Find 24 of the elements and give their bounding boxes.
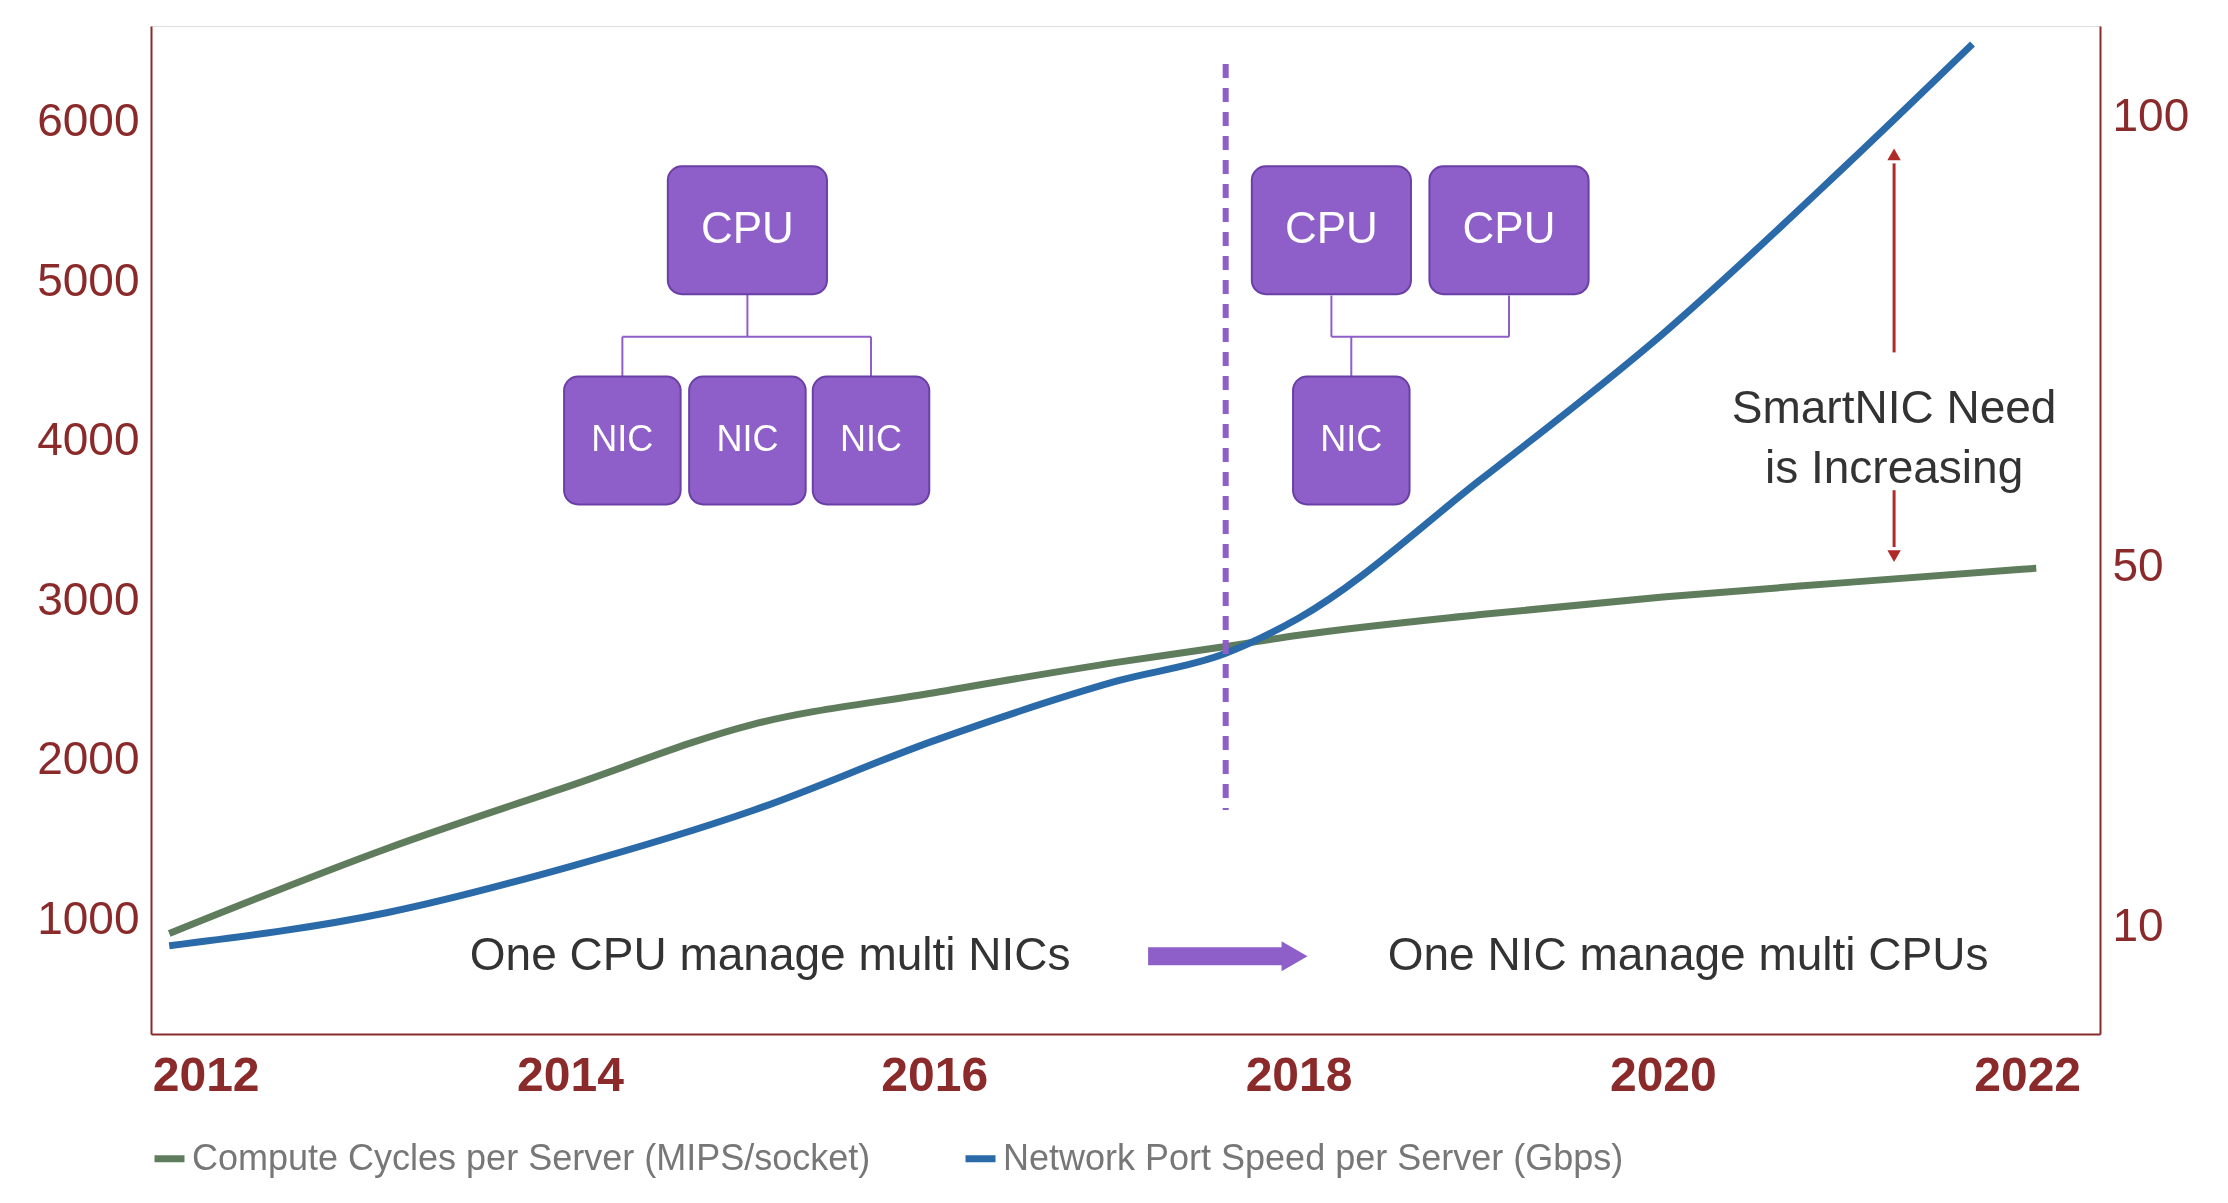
y-tick-label: 3000 [37, 572, 140, 625]
y-tick-label: 6000 [37, 94, 140, 147]
picture-arrow-shift: One CPU manage multi NICs [469, 928, 1071, 981]
y-tick-label: 5000 [37, 253, 140, 306]
x-tick-label: 2020 [1609, 1047, 1717, 1101]
picture-arrow-shift: One NIC manage multi CPUs [1387, 928, 1989, 981]
y2-tick-label: 10 [2112, 898, 2164, 951]
x-tick-label: 2014 [517, 1047, 625, 1101]
picture-cpu-nic-diagram: NIC [1320, 418, 1383, 460]
legend-label: Network Port Speed per Server (Gbps) [1003, 1136, 1624, 1178]
picture-arrow-need: SmartNIC Need is Increasing [1731, 381, 2057, 494]
x-tick-label: 2022 [1974, 1047, 2082, 1101]
picture-cpu-nic-diagram: NIC [840, 418, 902, 460]
picture-cpu-nic-diagram: NIC [716, 418, 779, 460]
y-tick-label: 1000 [37, 891, 140, 944]
x-tick-label: 2018 [1245, 1047, 1353, 1101]
y2-tick-label: 50 [2112, 538, 2164, 591]
picture-cpu-nic-diagram: NIC [591, 418, 654, 460]
y2-tick-label: 100 [2112, 88, 2190, 141]
legend-label: Compute Cycles per Server (MIPS/socket) [192, 1136, 871, 1178]
y-tick-label: 4000 [37, 413, 140, 466]
y-tick-label: 2000 [37, 732, 140, 785]
x-tick-label: 2016 [881, 1047, 989, 1101]
x-tick-label: 2012 [152, 1047, 260, 1101]
